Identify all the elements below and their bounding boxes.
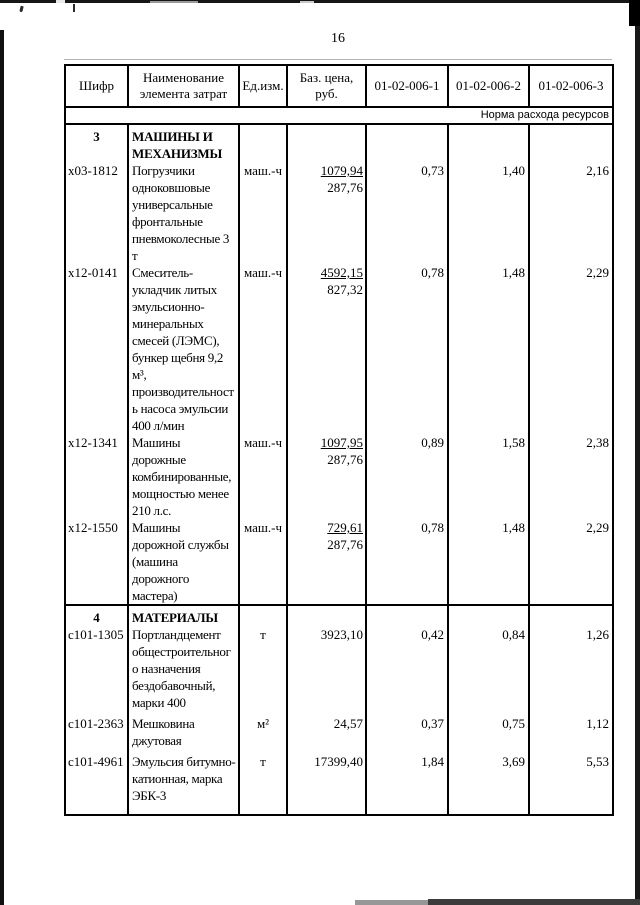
- resource-row: с101-2363 Мешковина джутовая м² 24,57 0,…: [64, 711, 614, 749]
- resource-name: Портландцемент общестроительног о назнач…: [127, 626, 240, 711]
- scan-top-notch-artifact: [300, 1, 314, 3]
- resource-code: х12-1550: [64, 519, 129, 605]
- resource-name: Эмульсия битумно- катионная, марка ЭБК-3: [127, 749, 240, 816]
- scan-right-edge-artifact: [635, 0, 640, 905]
- scan-left-edge-artifact: [0, 30, 4, 905]
- column-header-unit: Ед.изм.: [238, 64, 288, 108]
- norm-value-1: 0,78: [365, 519, 449, 605]
- resource-price: 4592,15 827,32: [286, 264, 367, 434]
- norm-value-1: 0,89: [365, 434, 449, 519]
- price-numerator: 1097,95: [320, 435, 363, 450]
- resource-row: с101-1305 Портландцемент общестроительно…: [64, 626, 614, 711]
- table-header-row: Шифр Наименование элемента затрат Ед.изм…: [64, 64, 614, 108]
- section-number: 4: [64, 604, 129, 626]
- resource-row: с101-4961 Эмульсия битумно- катионная, м…: [64, 749, 614, 816]
- resource-price: 24,57: [286, 711, 367, 749]
- section-title: МАТЕРИАЛЫ: [127, 604, 240, 626]
- norm-value-2: 1,48: [447, 519, 530, 605]
- scan-top-notch-artifact: [56, 0, 65, 3]
- scan-speck-artifact: [73, 4, 75, 12]
- section-header-row: 4 МАТЕРИАЛЫ: [64, 604, 614, 626]
- norm-value-3: 1,26: [528, 626, 614, 711]
- norm-value-1: 0,78: [365, 264, 449, 434]
- price-denominator: 287,76: [327, 537, 363, 552]
- price-denominator: 827,32: [327, 282, 363, 297]
- scan-speck-artifact: [19, 5, 24, 13]
- resource-unit: т: [238, 749, 288, 816]
- scan-bottom-bar-artifact: [355, 900, 428, 905]
- resource-code: с101-2363: [64, 711, 129, 749]
- price-value: 24,57: [333, 716, 363, 731]
- resource-name: Мешковина джутовая: [127, 711, 240, 749]
- resource-code: с101-1305: [64, 626, 129, 711]
- resource-code: с101-4961: [64, 749, 129, 816]
- resource-unit: маш.-ч: [238, 434, 288, 519]
- resource-row: х12-1341 Машины дорожные комбинированные…: [64, 434, 614, 519]
- subheader-label: Норма расхода ресурсов: [64, 106, 614, 125]
- section-title: МАШИНЫ И МЕХАНИЗМЫ: [127, 124, 240, 162]
- norm-value-2: 1,40: [447, 162, 530, 264]
- norm-value-3: 2,38: [528, 434, 614, 519]
- norm-value-3: 2,16: [528, 162, 614, 264]
- norm-value-2: 0,75: [447, 711, 530, 749]
- price-value: 3923,10: [320, 627, 363, 642]
- resource-name: Погрузчики одноковшовые универсальные фр…: [127, 162, 240, 264]
- price-value: 17399,40: [314, 754, 363, 769]
- norm-value-1: 1,84: [365, 749, 449, 816]
- price-denominator: 287,76: [327, 180, 363, 195]
- norm-value-2: 0,84: [447, 626, 530, 711]
- resource-unit: маш.-ч: [238, 519, 288, 605]
- table-subheader-row: Норма расхода ресурсов: [64, 106, 614, 125]
- price-numerator: 1079,94: [320, 163, 363, 178]
- page-number: 16: [331, 31, 345, 46]
- resource-price: 1097,95 287,76: [286, 434, 367, 519]
- price-numerator: 4592,15: [320, 265, 363, 280]
- column-header-code: Шифр: [64, 64, 129, 108]
- column-header-price: Баз. цена, руб.: [286, 64, 367, 108]
- norm-value-1: 0,73: [365, 162, 449, 264]
- resource-unit: т: [238, 626, 288, 711]
- resource-row: х03-1812 Погрузчики одноковшовые универс…: [64, 162, 614, 264]
- norm-value-2: 1,48: [447, 264, 530, 434]
- norm-value-2: 1,58: [447, 434, 530, 519]
- column-header-norm-2: 01-02-006-2: [447, 64, 530, 108]
- norm-value-1: 0,37: [365, 711, 449, 749]
- norm-value-2: 3,69: [447, 749, 530, 816]
- scan-bottom-bar-artifact: [428, 899, 640, 905]
- column-header-norm-1: 01-02-006-1: [365, 64, 449, 108]
- scan-ghost-line-artifact: [64, 59, 612, 60]
- resource-unit: м²: [238, 711, 288, 749]
- column-header-norm-3: 01-02-006-3: [528, 64, 614, 108]
- resource-unit: маш.-ч: [238, 162, 288, 264]
- norm-value-3: 1,12: [528, 711, 614, 749]
- resource-price: 1079,94 287,76: [286, 162, 367, 264]
- resource-code: х12-0141: [64, 264, 129, 434]
- norm-value-1: 0,42: [365, 626, 449, 711]
- resource-price: 3923,10: [286, 626, 367, 711]
- resource-name: Смеситель- укладчик литых эмульсионно- м…: [127, 264, 240, 434]
- resource-name: Машины дорожной службы (машина дорожного…: [127, 519, 240, 605]
- price-numerator: 729,61: [327, 520, 363, 535]
- section-number: 3: [64, 124, 129, 162]
- norm-value-3: 2,29: [528, 264, 614, 434]
- norm-value-3: 2,29: [528, 519, 614, 605]
- resource-code: х12-1341: [64, 434, 129, 519]
- column-header-name: Наименование элемента затрат: [127, 64, 240, 108]
- norm-value-3: 5,53: [528, 749, 614, 816]
- resource-code: х03-1812: [64, 162, 129, 264]
- resource-norms-table: Шифр Наименование элемента затрат Ед.изм…: [64, 64, 614, 816]
- section-header-row: 3 МАШИНЫ И МЕХАНИЗМЫ: [64, 124, 614, 162]
- resource-row: х12-1550 Машины дорожной службы (машина …: [64, 519, 614, 605]
- resource-price: 729,61 287,76: [286, 519, 367, 605]
- resource-row: х12-0141 Смеситель- укладчик литых эмуль…: [64, 264, 614, 434]
- price-denominator: 287,76: [327, 452, 363, 467]
- resource-price: 17399,40: [286, 749, 367, 816]
- resource-unit: маш.-ч: [238, 264, 288, 434]
- resource-name: Машины дорожные комбинированные, мощност…: [127, 434, 240, 519]
- scan-top-edge-artifact: [0, 0, 640, 3]
- scan-top-notch-artifact: [150, 1, 198, 3]
- scan-corner-blob-artifact: [629, 0, 640, 26]
